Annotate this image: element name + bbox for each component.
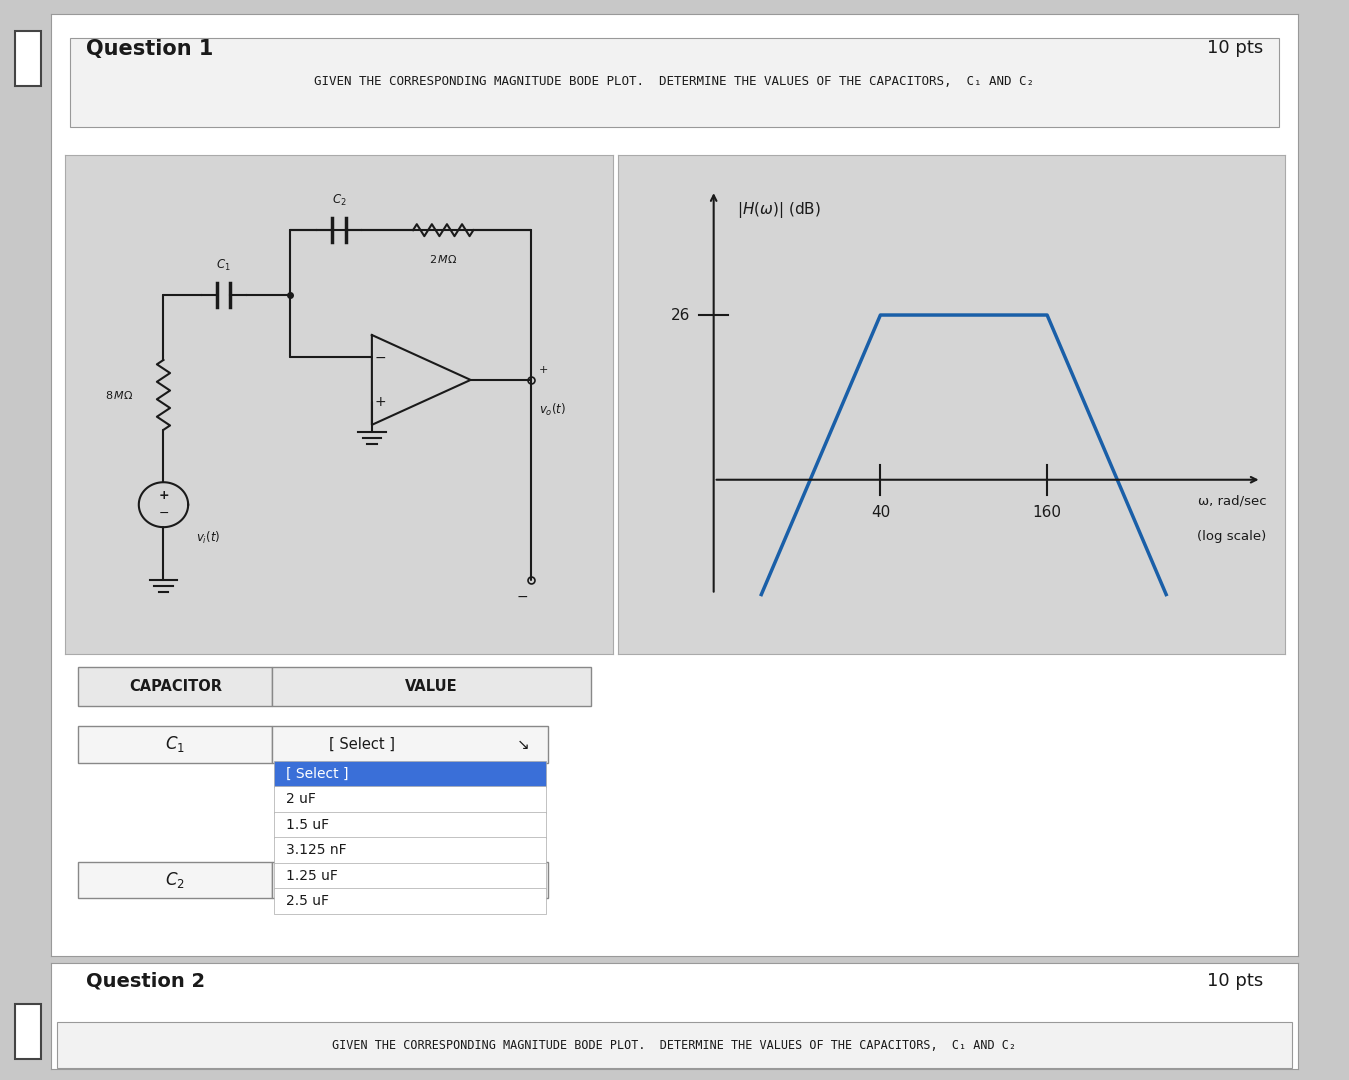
Text: $C_1$: $C_1$ (216, 257, 231, 272)
Text: [ Select ]: [ Select ] (286, 767, 348, 781)
FancyBboxPatch shape (78, 726, 272, 762)
Text: $C_1$: $C_1$ (166, 734, 185, 755)
Text: $C_2$: $C_2$ (166, 870, 185, 890)
Text: $2\,M\Omega$: $2\,M\Omega$ (429, 253, 457, 265)
FancyBboxPatch shape (272, 862, 548, 899)
Text: Question 2: Question 2 (86, 972, 205, 990)
Text: [ Select ]: [ Select ] (329, 873, 394, 888)
FancyBboxPatch shape (70, 38, 1279, 127)
Text: GIVEN THE CORRESPONDING MAGNITUDE BODE PLOT.  DETERMINE THE VALUES OF THE CAPACI: GIVEN THE CORRESPONDING MAGNITUDE BODE P… (332, 1039, 1017, 1052)
Text: ω, rad/sec: ω, rad/sec (1198, 495, 1267, 508)
Text: −: − (158, 508, 169, 521)
Text: 1.5 uF: 1.5 uF (286, 818, 329, 832)
FancyBboxPatch shape (274, 812, 546, 838)
Text: $v_i(t)$: $v_i(t)$ (197, 529, 221, 545)
Text: VALUE: VALUE (405, 679, 459, 694)
Text: $v_o(t)$: $v_o(t)$ (540, 403, 567, 418)
Text: ↘: ↘ (517, 737, 530, 752)
Text: +: + (540, 365, 549, 375)
FancyBboxPatch shape (58, 1022, 1291, 1068)
FancyBboxPatch shape (274, 786, 546, 813)
Text: 2.5 uF: 2.5 uF (286, 894, 329, 908)
Text: 26: 26 (670, 308, 689, 323)
Text: $C_2$: $C_2$ (332, 192, 347, 207)
FancyBboxPatch shape (15, 1004, 42, 1058)
Text: CAPACITOR: CAPACITOR (130, 679, 221, 694)
Text: 2 uF: 2 uF (286, 793, 316, 807)
FancyBboxPatch shape (274, 863, 546, 889)
Text: 160: 160 (1032, 504, 1062, 519)
Text: (log scale): (log scale) (1197, 529, 1267, 542)
Text: 1.25 uF: 1.25 uF (286, 868, 337, 882)
Text: 3.125 nF: 3.125 nF (286, 843, 347, 858)
FancyBboxPatch shape (78, 862, 272, 899)
Text: 10 pts: 10 pts (1206, 972, 1263, 990)
FancyBboxPatch shape (15, 31, 42, 85)
Text: $8\,M\Omega$: $8\,M\Omega$ (105, 389, 134, 401)
FancyBboxPatch shape (78, 666, 272, 706)
FancyBboxPatch shape (274, 837, 546, 864)
FancyBboxPatch shape (272, 666, 591, 706)
Text: GIVEN THE CORRESPONDING MAGNITUDE BODE PLOT.  DETERMINE THE VALUES OF THE CAPACI: GIVEN THE CORRESPONDING MAGNITUDE BODE P… (314, 76, 1035, 89)
Text: $|H(\omega)|$ (dB): $|H(\omega)|$ (dB) (738, 200, 822, 220)
Text: [ Select ]: [ Select ] (329, 737, 394, 752)
FancyBboxPatch shape (274, 888, 546, 915)
Text: +: + (158, 489, 169, 502)
Text: −: − (517, 590, 529, 604)
Text: 10 pts: 10 pts (1206, 40, 1263, 57)
FancyBboxPatch shape (272, 726, 548, 762)
Text: 40: 40 (870, 504, 890, 519)
FancyBboxPatch shape (274, 760, 546, 787)
Text: +: + (374, 395, 386, 409)
Text: Question 1: Question 1 (86, 40, 213, 59)
Text: −: − (374, 350, 386, 364)
